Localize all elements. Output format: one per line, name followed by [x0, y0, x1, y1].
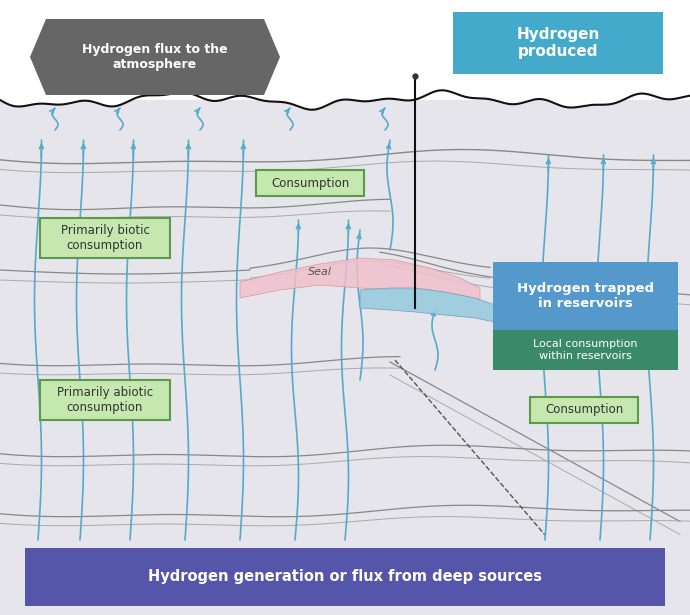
Bar [493, 330, 678, 370]
Text: Seal: Seal [308, 267, 332, 277]
Text: Hydrogen flux to the
atmosphere: Hydrogen flux to the atmosphere [82, 43, 228, 71]
Text: Hydrogen generation or flux from deep sources: Hydrogen generation or flux from deep so… [148, 569, 542, 584]
Text: Local consumption
within reservoirs: Local consumption within reservoirs [533, 339, 638, 361]
Text: Primarily biotic
consumption: Primarily biotic consumption [61, 224, 150, 252]
Text: Primarily abiotic
consumption: Primarily abiotic consumption [57, 386, 153, 414]
Text: Consumption: Consumption [545, 403, 623, 416]
Bar [256, 170, 364, 196]
Bar [40, 218, 170, 258]
Polygon shape [360, 288, 495, 322]
Bar [493, 262, 678, 330]
Bar [530, 397, 638, 423]
Bar [0, 0, 690, 100]
Bar [453, 12, 663, 74]
Text: Consumption: Consumption [271, 177, 349, 189]
Bar [0, 100, 690, 545]
Bar [40, 380, 170, 420]
Polygon shape [240, 258, 480, 300]
Polygon shape [30, 19, 280, 95]
Text: Hydrogen
produced: Hydrogen produced [516, 27, 600, 59]
Text: Hydrogen trapped
in reservoirs: Hydrogen trapped in reservoirs [517, 282, 654, 310]
Bar [25, 548, 665, 606]
